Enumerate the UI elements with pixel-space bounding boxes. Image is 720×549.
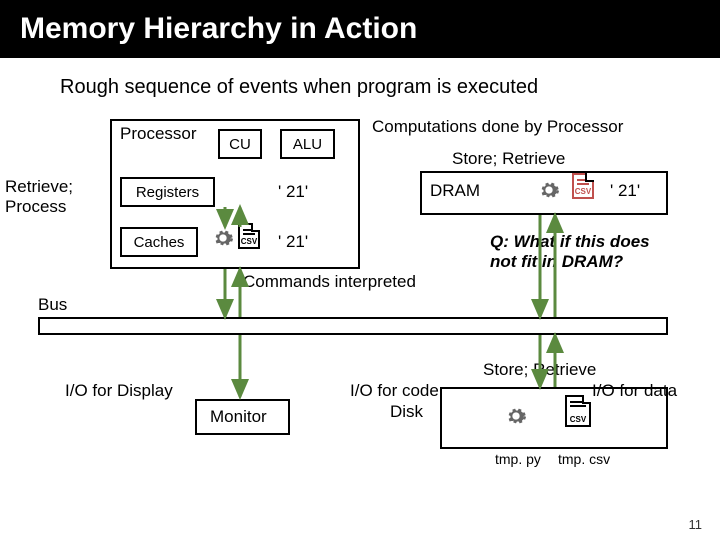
val21-c: ' 21' <box>278 232 308 252</box>
alu-box: ALU <box>280 129 335 159</box>
disk-gear-icon <box>505 405 527 432</box>
store-retrieve-top: Store; Retrieve <box>452 149 565 169</box>
processor-label: Processor <box>120 124 197 144</box>
caches-gear-icon <box>212 227 234 254</box>
cu-box: CU <box>218 129 262 159</box>
io-code-label: I/O for code <box>350 381 439 401</box>
computations-label: Computations done by Processor <box>372 117 623 137</box>
bus-label: Bus <box>38 295 67 315</box>
tmp-py: tmp. py <box>495 451 541 467</box>
bus-box <box>38 317 668 335</box>
store-retrieve-bot: Store; Retrieve <box>483 360 596 380</box>
retrieve-process-label: Retrieve; Process <box>5 177 73 217</box>
dram-csv-icon: CSV <box>572 173 594 199</box>
disk-csv-icon: CSV <box>565 395 591 427</box>
io-display-label: I/O for Display <box>65 381 173 401</box>
question-text: Q: What if this does not fit in DRAM? <box>490 232 650 273</box>
tmp-csv: tmp. csv <box>558 451 610 467</box>
slide-subtitle: Rough sequence of events when program is… <box>60 76 720 99</box>
slide-title: Memory Hierarchy in Action <box>0 0 720 58</box>
disk-label: Disk <box>390 402 423 422</box>
page-number: 11 <box>689 517 703 532</box>
val21-a: ' 21' <box>278 182 308 202</box>
dram-gear-icon <box>538 179 560 206</box>
commands-label: Commands interpreted <box>243 272 416 292</box>
registers-label: Registers <box>136 184 199 201</box>
caches-csv-icon: CSV <box>238 223 260 249</box>
cu-label: CU <box>229 136 251 153</box>
io-data-label: I/O for data <box>592 381 677 401</box>
dram-label: DRAM <box>430 181 480 201</box>
val21-b: ' 21' <box>610 181 640 201</box>
registers-box: Registers <box>120 177 215 207</box>
caches-box: Caches <box>120 227 198 257</box>
diagram-canvas: Processor CU ALU Computations done by Pr… <box>0 109 720 549</box>
monitor-label: Monitor <box>210 407 267 427</box>
caches-label: Caches <box>134 234 185 251</box>
alu-label: ALU <box>293 136 322 153</box>
